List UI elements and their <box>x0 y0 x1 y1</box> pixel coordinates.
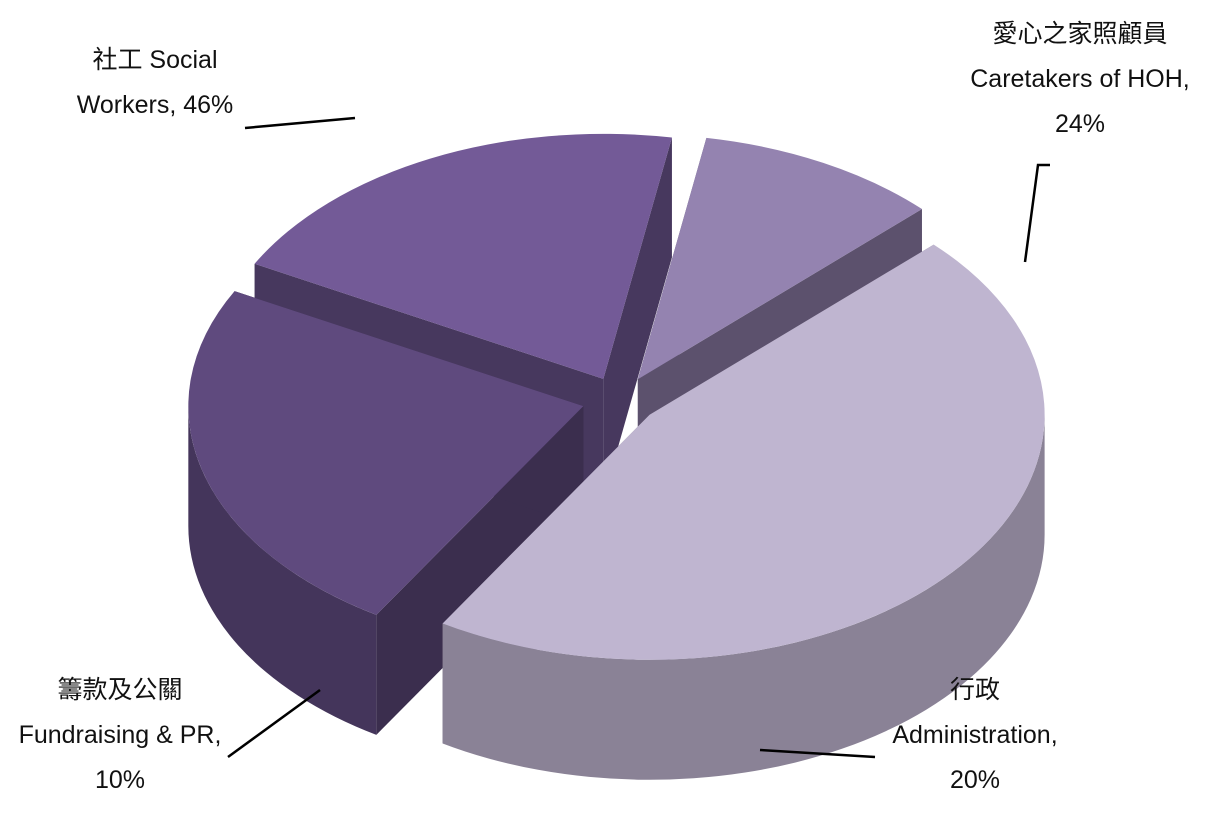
category-label: 行政 Administration, <box>892 676 1058 749</box>
category-label: 籌款及公關 Fundraising & PR, <box>18 676 222 749</box>
category-label: 愛心之家照顧員 Caretakers of HOH, <box>970 20 1190 93</box>
slice <box>637 137 922 380</box>
data-label: 愛心之家照顧員 Caretakers of HOH, 24% <box>930 12 1211 147</box>
slice-side <box>188 406 377 735</box>
value-label: 10% <box>94 766 146 794</box>
slice <box>188 291 584 615</box>
slice-side <box>442 414 1045 780</box>
leader-line <box>244 116 356 130</box>
data-label: 行政 Administration, 20% <box>825 668 1125 803</box>
slice <box>254 133 672 379</box>
value-label: 24% <box>1054 110 1106 138</box>
slice <box>442 244 1045 660</box>
value-label: 20% <box>949 766 1001 794</box>
leader-line <box>1023 163 1050 263</box>
category-label: 社工 Social Workers, <box>76 46 218 119</box>
slice-cut-face <box>603 137 672 499</box>
data-label: 籌款及公關 Fundraising & PR, 10% <box>0 668 270 803</box>
leader-line <box>759 748 876 759</box>
leader-line <box>227 688 321 759</box>
data-label: 社工 Social Workers, 46% <box>5 38 305 128</box>
value-label: 46% <box>183 91 234 119</box>
